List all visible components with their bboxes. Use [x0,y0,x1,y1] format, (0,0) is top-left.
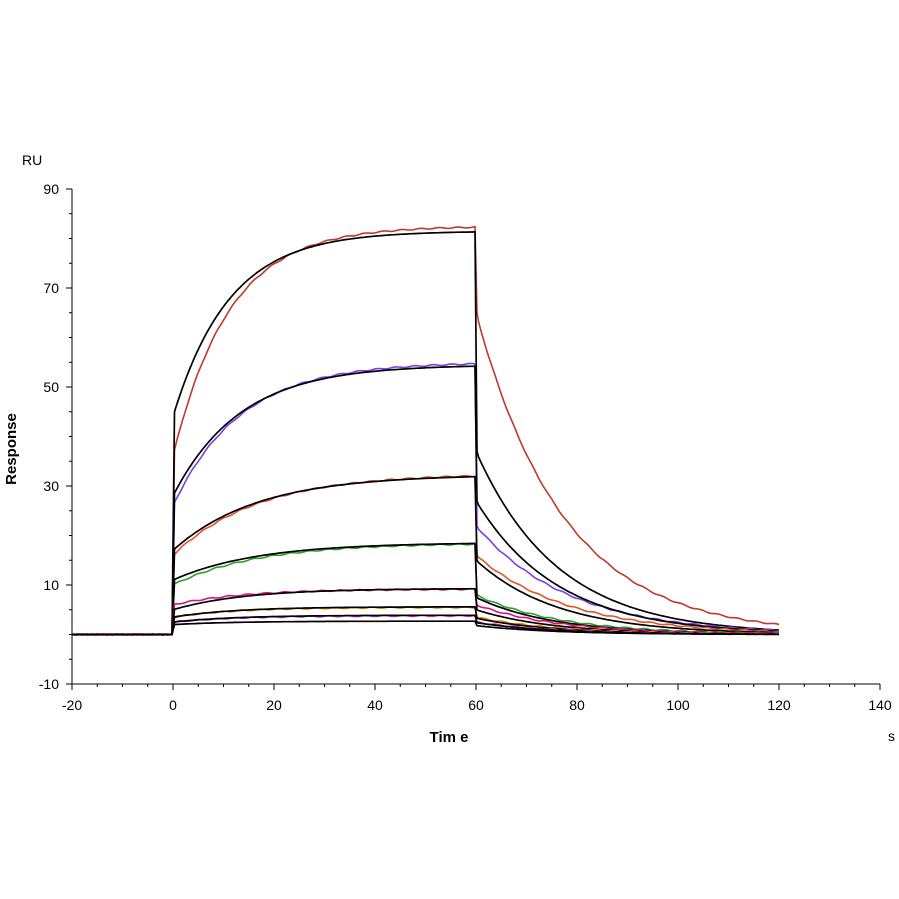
measured-curve-2 [71,362,780,636]
fit-curve-14 [72,620,779,636]
fit-curve-1 [72,231,780,636]
x-axis-title: Tim e [430,729,469,746]
labels: RU s Tim e Response [3,152,895,746]
y-axis-title: Response [3,413,20,485]
series-layer [71,225,780,636]
y-tick-label: 10 [43,577,59,593]
x-tick-label: 140 [868,697,892,713]
x-tick-label: 20 [266,697,282,713]
y-tick-label: 30 [43,478,59,494]
measured-curve-0 [71,225,780,636]
x-tick-label: 40 [367,697,383,713]
x-tick-label: 60 [468,697,484,713]
fit-curve-5 [72,475,780,636]
fit-curve-3 [72,365,780,636]
x-tick-label: 80 [569,697,585,713]
x-tick-label: 100 [666,697,690,713]
axes: -20 0 20 40 60 80 100 120 140 -10 10 30 50 70 90 [39,181,892,713]
y-unit-label: RU [22,152,42,168]
x-tick-label: -20 [62,697,82,713]
x-tick-label: 0 [169,697,177,713]
measured-curve-4 [71,474,780,636]
y-tick-label: 70 [43,280,59,296]
y-tick-label: 90 [43,181,59,197]
x-tick-label: 120 [767,697,791,713]
y-tick-label: 50 [43,379,59,395]
x-unit-label: s [888,728,895,744]
y-tick-label: -10 [39,676,59,692]
